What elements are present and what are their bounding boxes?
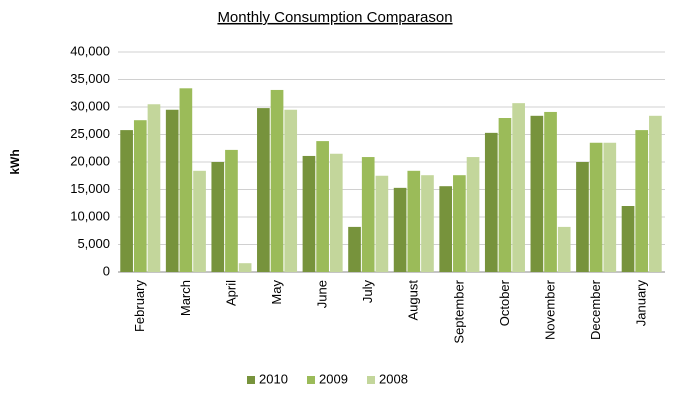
bar: [603, 142, 617, 272]
y-tick-label: 10,000: [70, 208, 110, 223]
legend-label: 2010: [259, 371, 288, 386]
x-tick-label: April: [223, 280, 238, 306]
bar: [512, 103, 525, 273]
y-tick-label: 5,000: [77, 236, 110, 251]
y-axis-label: kWh: [8, 149, 22, 174]
x-tick-label: October: [497, 279, 512, 326]
bar: [557, 226, 571, 272]
bar: [179, 88, 193, 272]
x-tick-label: March: [178, 280, 193, 316]
y-tick-label: 35,000: [70, 71, 110, 86]
x-tick-label: February: [132, 280, 147, 333]
bar: [193, 170, 206, 272]
bar: [120, 130, 133, 272]
bar: [407, 170, 421, 272]
bar: [329, 153, 343, 272]
bar: [421, 175, 434, 272]
x-tick-label: July: [360, 280, 375, 304]
bar: [133, 120, 147, 272]
y-tick-label: 20,000: [70, 153, 110, 168]
y-tick-label: 25,000: [70, 126, 110, 141]
bar: [466, 157, 480, 272]
legend-swatch: [367, 376, 375, 384]
chart-title: Monthly Consumption Comparason: [217, 9, 452, 26]
bar: [544, 111, 557, 272]
x-tick-label: September: [451, 279, 466, 343]
legend-swatch: [247, 376, 255, 384]
bar: [621, 206, 635, 272]
y-tick-label: 30,000: [70, 98, 110, 113]
bar: [302, 155, 316, 272]
bar: [498, 118, 512, 272]
bar: [284, 109, 298, 272]
bar: [361, 157, 375, 272]
bar: [649, 115, 662, 272]
bar: [589, 142, 603, 272]
bar: [348, 226, 361, 272]
bar: [270, 89, 284, 272]
bar: [316, 141, 329, 272]
legend-label: 2008: [379, 371, 408, 386]
y-tick-label: 40,000: [70, 43, 110, 58]
legend-swatch: [307, 376, 315, 384]
legend-label: 2009: [319, 371, 348, 386]
bar: [484, 132, 498, 272]
bar: [393, 187, 407, 272]
x-tick-label: August: [406, 280, 421, 321]
bar: [165, 109, 179, 272]
y-tick-label: 15,000: [70, 181, 110, 196]
bar: [439, 186, 453, 272]
x-tick-label: November: [542, 279, 557, 340]
y-tick-label: 0: [103, 263, 110, 278]
bar: [211, 162, 225, 272]
bar: [238, 263, 252, 272]
x-tick-label: June: [315, 280, 330, 308]
bar: [576, 162, 589, 272]
bar: [147, 104, 161, 272]
bar: [453, 175, 466, 272]
bar: [635, 130, 649, 272]
bar: [225, 149, 238, 272]
x-tick-label: January: [634, 280, 649, 327]
bar: [257, 108, 270, 272]
bar: [375, 175, 389, 272]
x-tick-label: May: [269, 280, 284, 305]
bar: [530, 115, 544, 272]
x-tick-label: December: [588, 279, 603, 340]
